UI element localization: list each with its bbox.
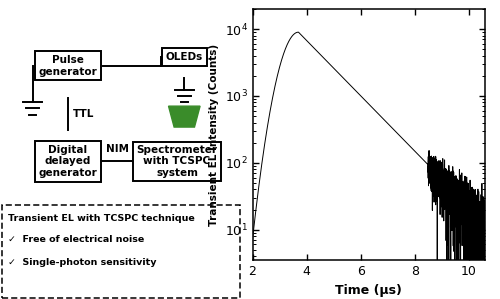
FancyBboxPatch shape <box>2 205 240 298</box>
Y-axis label: Transient EL Intensity (Counts): Transient EL Intensity (Counts) <box>209 43 219 226</box>
X-axis label: Time (μs): Time (μs) <box>336 283 402 297</box>
Polygon shape <box>168 106 200 127</box>
Text: NIM: NIM <box>106 144 129 154</box>
Text: Digital
delayed
generator: Digital delayed generator <box>38 145 98 178</box>
Text: TTL: TTL <box>73 109 94 119</box>
Text: Spectrometer
with TCSPC
system: Spectrometer with TCSPC system <box>136 145 218 178</box>
Text: ✓  Free of electrical noise: ✓ Free of electrical noise <box>8 235 144 244</box>
Text: ✓  Single-photon sensitivity: ✓ Single-photon sensitivity <box>8 258 157 267</box>
Text: OLEDs: OLEDs <box>166 52 203 62</box>
Text: Transient EL with TCSPC technique: Transient EL with TCSPC technique <box>8 214 195 223</box>
Text: Pulse
generator: Pulse generator <box>38 55 98 77</box>
